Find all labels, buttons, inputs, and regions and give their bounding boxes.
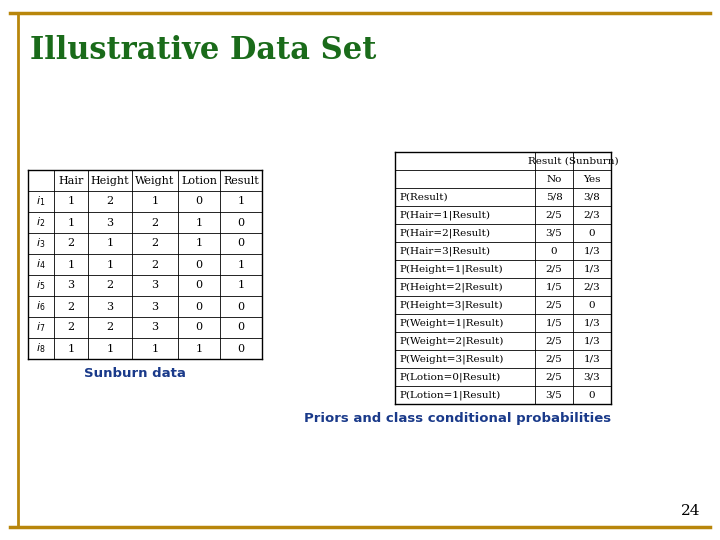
Text: 1: 1: [238, 260, 245, 269]
Text: 2: 2: [107, 197, 114, 206]
Text: 3: 3: [107, 301, 114, 312]
Text: No: No: [546, 174, 562, 184]
Text: 0: 0: [589, 228, 595, 238]
Text: 1: 1: [68, 197, 75, 206]
Text: Height: Height: [91, 176, 130, 186]
Text: P(Weight=3|Result): P(Weight=3|Result): [399, 354, 503, 364]
Text: 0: 0: [195, 301, 202, 312]
Text: 1: 1: [68, 218, 75, 227]
Text: 0: 0: [551, 246, 557, 255]
Text: 1: 1: [195, 218, 202, 227]
Text: 1: 1: [238, 197, 245, 206]
Text: P(Hair=3|Result): P(Hair=3|Result): [399, 246, 490, 256]
Text: P(Height=3|Result): P(Height=3|Result): [399, 300, 503, 310]
Text: $i_8$: $i_8$: [36, 342, 46, 355]
Text: $i_2$: $i_2$: [37, 215, 45, 230]
Text: Illustrative Data Set: Illustrative Data Set: [30, 35, 377, 66]
Text: 2/3: 2/3: [584, 282, 600, 292]
Text: P(Weight=2|Result): P(Weight=2|Result): [399, 336, 503, 346]
Text: 0: 0: [195, 280, 202, 291]
Text: 3: 3: [107, 218, 114, 227]
Text: 1/3: 1/3: [584, 265, 600, 273]
Text: 5/8: 5/8: [546, 192, 562, 201]
Text: 1/3: 1/3: [584, 319, 600, 327]
Text: P(Lotion=1|Result): P(Lotion=1|Result): [399, 390, 500, 400]
Text: P(Result): P(Result): [399, 192, 448, 201]
Text: P(Hair=2|Result): P(Hair=2|Result): [399, 228, 490, 238]
Text: 2/5: 2/5: [546, 336, 562, 346]
Text: 2/5: 2/5: [546, 265, 562, 273]
Text: P(Weight=1|Result): P(Weight=1|Result): [399, 318, 503, 328]
Text: 1: 1: [238, 280, 245, 291]
Text: $i_5$: $i_5$: [36, 279, 45, 292]
Text: 3: 3: [151, 280, 158, 291]
Text: $i_7$: $i_7$: [36, 321, 45, 334]
Text: 1: 1: [68, 260, 75, 269]
Text: 1: 1: [68, 343, 75, 354]
Text: 0: 0: [195, 260, 202, 269]
Text: 0: 0: [195, 197, 202, 206]
Text: $i_6$: $i_6$: [36, 300, 46, 313]
Text: P(Hair=1|Result): P(Hair=1|Result): [399, 210, 490, 220]
Text: 1: 1: [107, 260, 114, 269]
Text: 2: 2: [107, 322, 114, 333]
Text: $i_1$: $i_1$: [36, 194, 45, 208]
Text: Result: Result: [223, 176, 259, 186]
Text: P(Lotion=0|Result): P(Lotion=0|Result): [399, 372, 500, 382]
Text: 1/3: 1/3: [584, 336, 600, 346]
Text: 0: 0: [589, 390, 595, 400]
Text: 3/5: 3/5: [546, 228, 562, 238]
Text: 2: 2: [68, 322, 75, 333]
Text: 2: 2: [68, 239, 75, 248]
Text: 2: 2: [107, 280, 114, 291]
Text: 1: 1: [195, 239, 202, 248]
Text: 3/8: 3/8: [584, 192, 600, 201]
Text: 1/5: 1/5: [546, 319, 562, 327]
Text: 3: 3: [151, 301, 158, 312]
Text: 2: 2: [151, 218, 158, 227]
Text: 24: 24: [680, 504, 700, 518]
Text: Sunburn data: Sunburn data: [84, 367, 186, 380]
Text: 2: 2: [151, 239, 158, 248]
Text: $i_4$: $i_4$: [36, 258, 46, 272]
Text: 1: 1: [151, 343, 158, 354]
Text: 1/3: 1/3: [584, 246, 600, 255]
Text: 2/5: 2/5: [546, 211, 562, 219]
Text: 1: 1: [195, 343, 202, 354]
Text: 3: 3: [151, 322, 158, 333]
Text: Priors and class conditional probabilities: Priors and class conditional probabiliti…: [304, 412, 611, 425]
Text: 0: 0: [238, 218, 245, 227]
Text: P(Height=1|Result): P(Height=1|Result): [399, 264, 503, 274]
Text: 0: 0: [238, 322, 245, 333]
Text: 1: 1: [151, 197, 158, 206]
Text: 2/5: 2/5: [546, 300, 562, 309]
Text: 1/5: 1/5: [546, 282, 562, 292]
Text: Yes: Yes: [583, 174, 600, 184]
Text: 2/5: 2/5: [546, 373, 562, 381]
Text: Hair: Hair: [58, 176, 84, 186]
Text: 1/3: 1/3: [584, 354, 600, 363]
Text: 0: 0: [589, 300, 595, 309]
Text: 2: 2: [151, 260, 158, 269]
Text: 3/5: 3/5: [546, 390, 562, 400]
Text: 2: 2: [68, 301, 75, 312]
Text: 3: 3: [68, 280, 75, 291]
Text: 2/5: 2/5: [546, 354, 562, 363]
Text: 0: 0: [195, 322, 202, 333]
Text: 1: 1: [107, 343, 114, 354]
Text: 2/3: 2/3: [584, 211, 600, 219]
Text: 0: 0: [238, 343, 245, 354]
Text: Lotion: Lotion: [181, 176, 217, 186]
Text: 0: 0: [238, 239, 245, 248]
Text: P(Height=2|Result): P(Height=2|Result): [399, 282, 503, 292]
Text: 1: 1: [107, 239, 114, 248]
Text: Result (Sunburn): Result (Sunburn): [528, 157, 618, 165]
Text: 3/3: 3/3: [584, 373, 600, 381]
Text: Weight: Weight: [135, 176, 175, 186]
Text: 0: 0: [238, 301, 245, 312]
Text: $i_3$: $i_3$: [36, 237, 45, 251]
